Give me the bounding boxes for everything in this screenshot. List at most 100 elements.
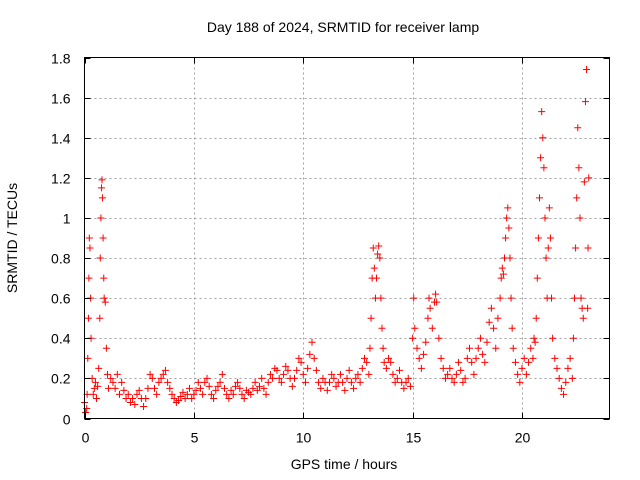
x-tick-label: 0 [82,430,90,446]
data-point [413,344,421,352]
data-point [425,294,433,302]
y-tick-label: 1.6 [51,91,71,107]
data-point [304,364,312,372]
data-point [264,378,272,386]
data-point [229,390,237,398]
data-point [378,324,386,332]
data-point [546,234,554,242]
data-point [236,384,244,392]
y-tick-label: 1 [63,211,71,227]
data-point [218,370,226,378]
data-point [379,344,387,352]
data-point [142,394,150,402]
data-point [584,304,592,312]
data-point [377,294,385,302]
data-point [534,234,542,242]
data-point [212,386,220,394]
data-point [536,194,543,202]
data-point [402,378,410,386]
data-point [332,382,340,390]
data-point [293,366,301,374]
data-point [343,374,351,382]
data-point [579,314,587,322]
data-point [370,264,378,272]
data-point [527,344,535,352]
data-point [376,254,384,262]
data-point [113,370,121,378]
data-point [504,204,512,212]
data-point [291,374,298,382]
data-point [102,344,110,352]
data-point [258,374,266,382]
data-point [490,324,498,332]
data-point [354,370,362,378]
data-point [347,378,355,386]
data-point [310,354,318,362]
data-point [420,350,428,358]
data-point [538,108,546,116]
data-point [190,390,198,398]
data-point [94,382,102,390]
data-point [207,390,215,398]
data-point [231,382,239,390]
data-point [497,274,505,282]
data-point [432,290,440,298]
data-point [551,354,559,362]
data-point [317,384,325,392]
data-point [415,354,423,362]
data-point [439,364,447,372]
data-point [585,174,593,182]
data-point [135,386,143,394]
data-point [221,384,228,392]
data-point [253,386,261,394]
data-point [356,378,364,386]
data-point [273,366,281,374]
y-tick-label: 0.2 [51,371,71,387]
data-point [393,374,401,382]
data-point [568,374,576,382]
plot-frame [84,57,610,419]
data-point [315,378,323,386]
data-point [179,388,187,396]
data-point [196,384,204,392]
data-point [369,244,377,252]
data-point [188,394,196,402]
chart-title: Day 188 of 2024, SRMTID for receiver lam… [207,19,480,35]
axis-ticks [84,57,610,420]
data-point [553,364,561,372]
data-point [100,274,108,282]
data-point [544,244,552,252]
data-point [361,354,368,362]
y-tick-label: 0.4 [51,331,71,347]
data-point [499,270,507,278]
data-point [417,364,425,372]
data-point [306,350,314,358]
data-point [85,274,93,282]
data-point [433,298,441,306]
data-point [177,392,185,400]
data-point [308,338,316,346]
data-point [288,382,296,390]
data-point [345,366,353,374]
data-point [101,298,109,306]
data-point [168,390,176,398]
data-point [410,294,418,302]
data-point [131,400,139,408]
data-point [183,390,191,398]
data-point [530,334,538,342]
data-point [446,364,454,372]
data-point [498,264,506,272]
data-point [223,390,231,398]
data-point [366,344,374,352]
data-point [164,378,172,386]
data-point [89,390,97,398]
data-point [192,386,200,394]
data-point [126,398,134,406]
data-point [363,358,371,366]
data-point [472,354,480,362]
x-tick-label: 10 [296,430,312,446]
data-point [100,294,108,302]
data-point [341,386,349,394]
data-point [522,370,530,378]
